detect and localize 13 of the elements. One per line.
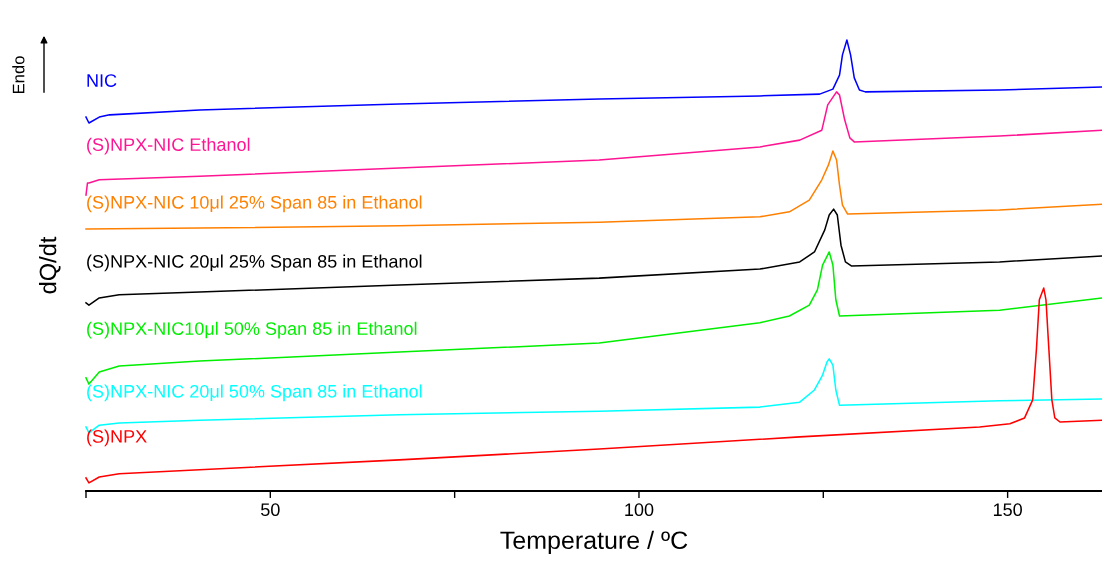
y-axis-title: dQ/dt	[38, 236, 61, 294]
x-tick-label: 150	[993, 503, 1022, 517]
series-label: (S)NPX-NIC Ethanol	[87, 137, 250, 155]
x-tick-label: 100	[625, 503, 654, 517]
text: Endo	[12, 56, 25, 94]
series-label: (S)NPX-NIC10μl 50% Span 85 in Ethanol	[87, 321, 417, 339]
x-tick-label: 50	[261, 503, 280, 517]
series-label: (S)NPX	[87, 429, 147, 447]
series-label: (S)NPX-NIC 20μl 50% Span 85 in Ethanol	[87, 384, 422, 402]
series-label: NIC	[87, 74, 117, 87]
series-label: (S)NPX-NIC 10μl 25% Span 85 in Ethanol	[87, 195, 422, 213]
series-label: (S)NPX-NIC 20μl 25% Span 85 in Ethanol	[87, 254, 422, 272]
x-axis-title: Temperature / ºC	[500, 530, 688, 555]
